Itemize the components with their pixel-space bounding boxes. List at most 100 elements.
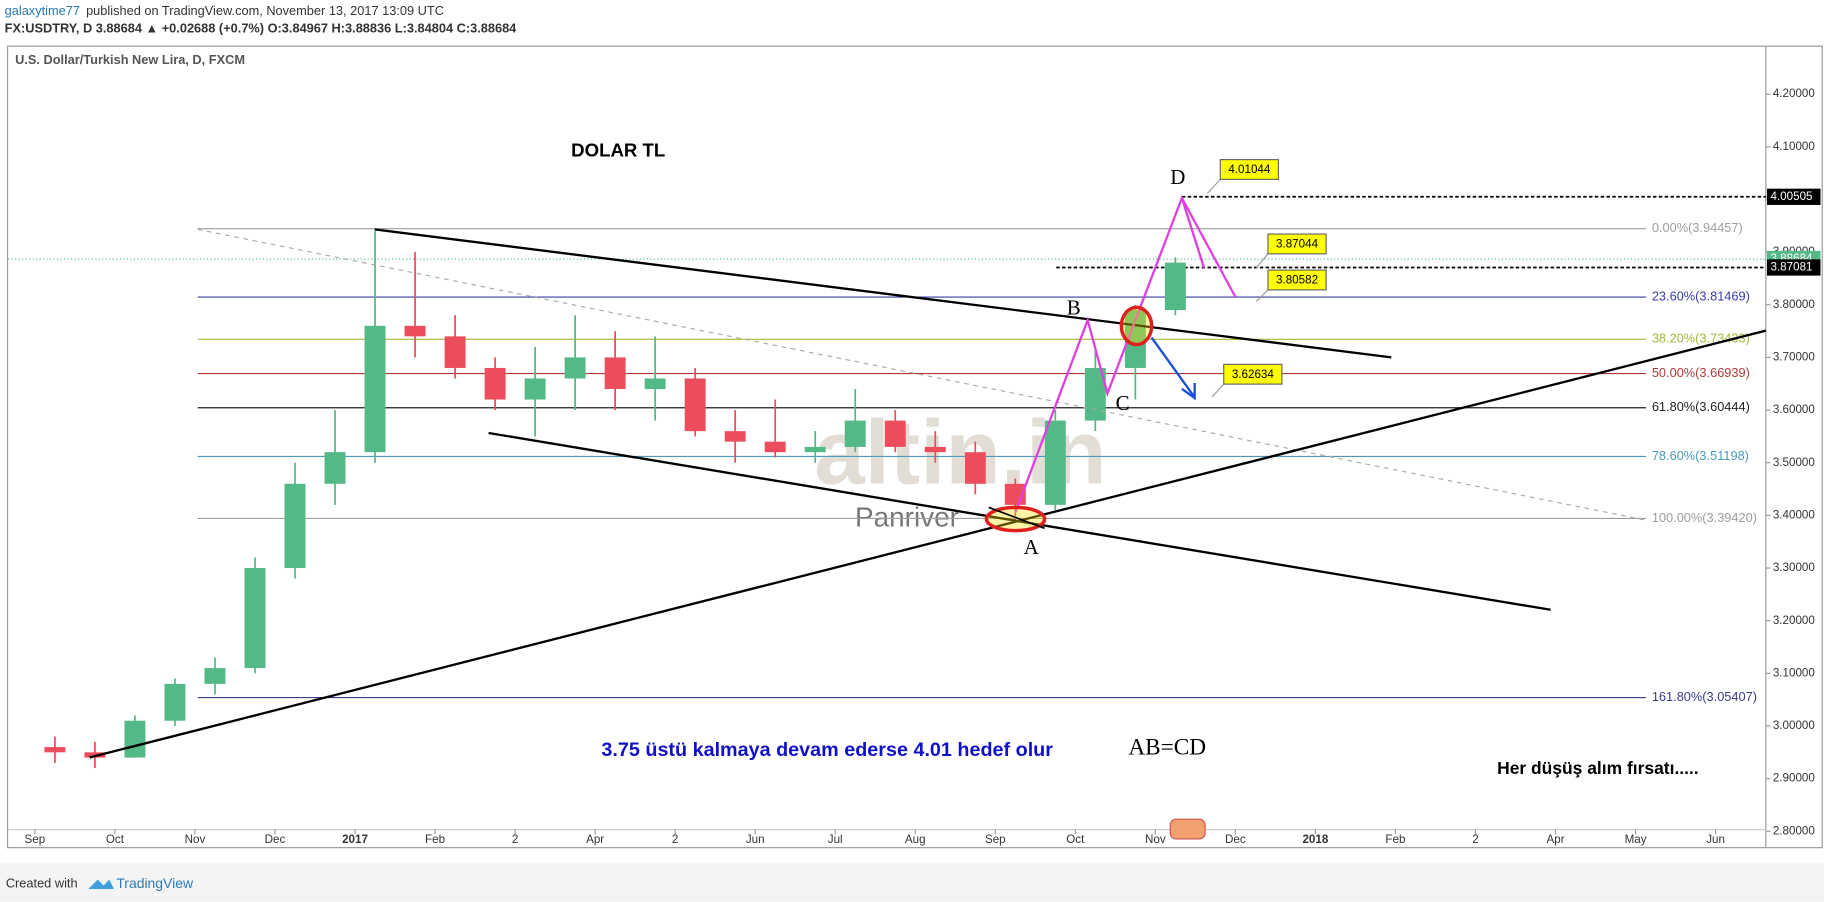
point-a: A xyxy=(1024,535,1039,559)
fib-label: 78.60%(3.51198) xyxy=(1652,448,1749,463)
x-tick-label: Dec xyxy=(265,833,286,846)
pattern-leg xyxy=(1180,197,1206,269)
candle-body xyxy=(484,367,506,400)
candle-body xyxy=(524,378,546,400)
point-b: B xyxy=(1067,295,1081,319)
candle-body xyxy=(404,325,426,337)
candle-body xyxy=(164,683,186,721)
x-tick-label: May xyxy=(1625,833,1647,846)
candle-body xyxy=(1164,262,1186,311)
published: published on TradingView.com, November 1… xyxy=(86,3,444,18)
drawings xyxy=(89,195,1767,759)
point-c: C xyxy=(1116,391,1130,415)
candle-body xyxy=(764,441,786,453)
candle-body xyxy=(724,431,746,442)
y-tick-label: 3.50000 xyxy=(1773,456,1816,469)
fib-label: 0.00%(3.94457) xyxy=(1652,220,1743,235)
cross-line xyxy=(988,506,1045,530)
callout-box xyxy=(1223,363,1283,385)
callout-box xyxy=(1267,233,1327,255)
abcd-pattern xyxy=(1014,195,1237,513)
candle-body xyxy=(244,568,266,669)
y-tick-label: 4.20000 xyxy=(1773,87,1816,100)
y-tick-label: 3.10000 xyxy=(1773,666,1816,679)
x-tick-label: Oct xyxy=(106,833,125,846)
fib-levels: 0.00%(3.94457)23.60%(3.81469)38.20%(3.73… xyxy=(8,195,1766,704)
callout-box xyxy=(1267,269,1327,291)
pattern-note: AB=CD xyxy=(1128,735,1206,761)
support-line xyxy=(89,329,1767,759)
y-tick-label: 3.60000 xyxy=(1773,403,1816,416)
time-axis: Sep Oct Nov Dec 2017 Feb 2 Apr 2 Jun Jul Aug Sep Oct N… xyxy=(25,829,1725,846)
x-tick-label: Jun xyxy=(746,833,765,846)
candle-body xyxy=(684,378,706,432)
dashed-trend xyxy=(197,228,1647,521)
target-note: 3.75 üstü kalmaya devam ederse 4.01 hede… xyxy=(601,739,1053,761)
highlight-a xyxy=(984,505,1047,533)
callout-pointer xyxy=(1207,178,1221,194)
x-tick-label: Apr xyxy=(1546,833,1564,846)
fib-label: 161.80%(3.05407) xyxy=(1652,689,1757,704)
candle-body xyxy=(364,325,386,453)
x-tick-label: Nov xyxy=(1145,833,1166,846)
candles xyxy=(44,231,1186,769)
candle-body xyxy=(1084,367,1106,421)
heading: DOLAR TL xyxy=(571,139,665,160)
x-tick-label: Sep xyxy=(985,833,1006,846)
callouts: 4.01044 3.87044 3.80582 3.62634 xyxy=(1207,159,1327,398)
candle-body xyxy=(884,420,906,447)
candle-body xyxy=(924,446,946,453)
y-tick-label: 3.20000 xyxy=(1773,614,1816,627)
x-tick-label: Nov xyxy=(185,833,206,846)
created-with: Created with xyxy=(6,876,78,891)
candle-body xyxy=(564,357,586,379)
candle-body xyxy=(1044,420,1066,505)
x-tick-label: Dec xyxy=(1225,833,1246,846)
y-tick-label: 2.80000 xyxy=(1773,824,1816,837)
price-level-box xyxy=(1767,259,1821,276)
y-tick-label: 2.90000 xyxy=(1773,772,1816,785)
fib-label: 23.60%(3.81469) xyxy=(1652,288,1750,303)
x-tick-label: 2017 xyxy=(342,833,368,846)
callout-pointer xyxy=(1255,289,1269,302)
price-level-box xyxy=(1767,188,1821,205)
event-icon xyxy=(1169,818,1206,840)
y-tick-label: 3.40000 xyxy=(1773,508,1816,521)
candle-body xyxy=(324,452,346,484)
brand-logo xyxy=(88,879,114,889)
candle-body xyxy=(124,720,146,758)
highlight-break xyxy=(1119,305,1154,347)
quote: FX:USDTRY, D 3.88684 ▲ +0.02688 (+0.7%) … xyxy=(5,21,518,36)
callout-text: 3.87044 xyxy=(1276,238,1319,251)
arrow-head xyxy=(1181,382,1196,401)
callout-text: 3.80582 xyxy=(1276,274,1318,287)
x-tick-label: Sep xyxy=(25,833,46,846)
chart-frame xyxy=(6,45,1823,849)
channel-upper xyxy=(374,228,1392,359)
blue-arrow xyxy=(1150,336,1195,397)
x-tick-label: Feb xyxy=(425,833,445,846)
x-tick-label: Apr xyxy=(586,833,604,846)
price-axis: 2.80000 2.90000 3.00000 3.10000 3.20000 3.300… xyxy=(1765,87,1821,837)
candle-body xyxy=(204,668,226,684)
fib-label: 61.80%(3.60444) xyxy=(1652,399,1750,414)
x-tick-label: 2 xyxy=(512,833,518,846)
x-tick-label: 2 xyxy=(1472,833,1478,846)
watermark-subtext: Panriver xyxy=(855,501,959,532)
callout-pointer xyxy=(1211,383,1225,398)
y-tick-label: 3.30000 xyxy=(1773,561,1816,574)
candle-body xyxy=(604,357,626,390)
price-level-label: 4.00505 xyxy=(1770,190,1812,203)
footer-bar xyxy=(0,863,1824,902)
callout-text: 3.62634 xyxy=(1232,368,1275,381)
pattern-points: A B C D xyxy=(1024,165,1186,559)
candle-body xyxy=(644,378,666,390)
x-tick-label: Jun xyxy=(1706,833,1725,846)
x-tick-label: 2018 xyxy=(1302,833,1328,846)
candle-body xyxy=(804,446,826,453)
note: Her düşüş alım fırsatı..... xyxy=(1497,758,1699,778)
author: galaxytime77 xyxy=(5,3,80,18)
